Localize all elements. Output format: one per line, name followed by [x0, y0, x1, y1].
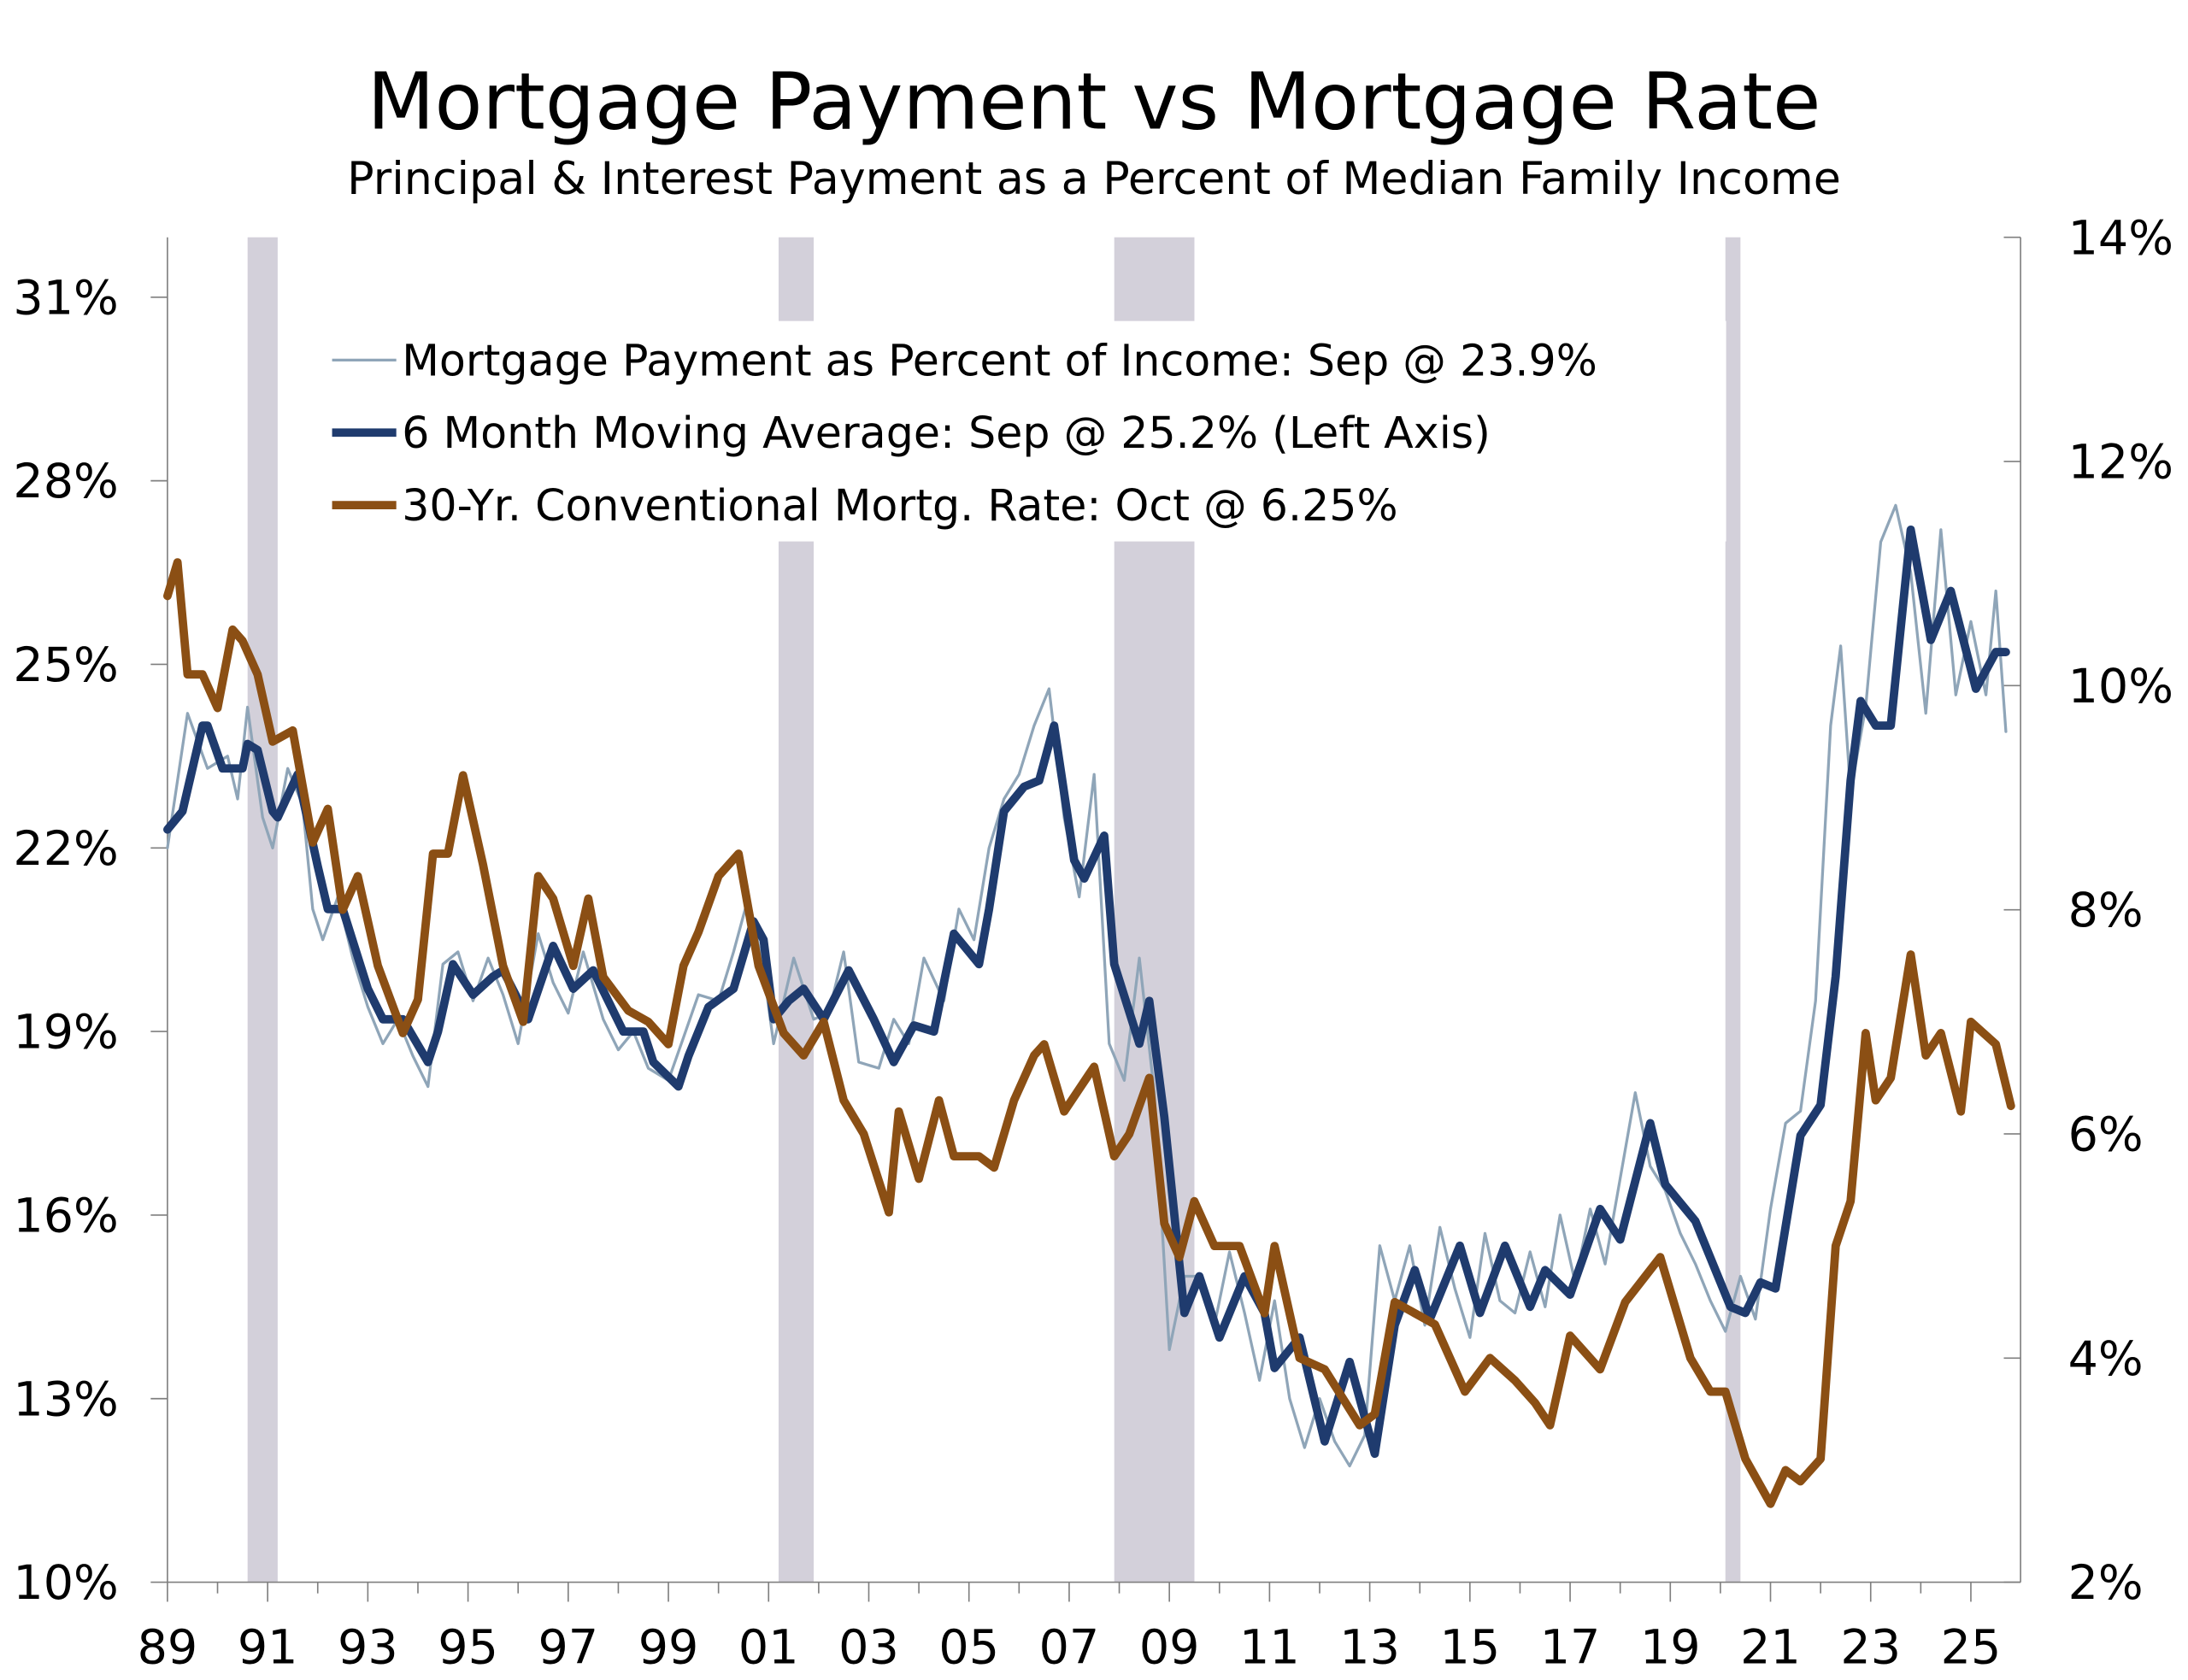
x-tick-label: 21 — [1740, 1619, 1801, 1675]
payment-percent-line — [166, 503, 2008, 1468]
chart-subtitle: Principal & Interest Payment as a Percen… — [347, 154, 1841, 205]
right-tick-label: 12% — [2068, 435, 2173, 490]
left-tick-label: 10% — [13, 1555, 118, 1611]
chart-title: Mortgage Payment vs Mortgage Rate — [368, 56, 1821, 147]
x-tick-label: 01 — [738, 1619, 799, 1675]
right-tick-label: 10% — [2068, 659, 2173, 714]
x-tick-label: 97 — [538, 1619, 599, 1675]
right-tick-label: 4% — [2068, 1331, 2144, 1387]
left-tick-label: 19% — [13, 1005, 118, 1060]
x-tick-label: 05 — [938, 1619, 999, 1675]
x-tick-label: 17 — [1540, 1619, 1601, 1675]
left-tick-label: 16% — [13, 1189, 118, 1244]
legend: Mortgage Payment as Percent of Income: S… — [332, 335, 1597, 531]
legend-label-moving-average: 6 Month Moving Average: Sep @ 25.2% (Lef… — [402, 408, 1491, 458]
x-tick-label: 07 — [1039, 1619, 1100, 1675]
right-tick-label: 6% — [2068, 1107, 2144, 1163]
right-tick-label: 14% — [2068, 210, 2173, 266]
moving-average-line — [163, 526, 2010, 1459]
x-tick-label: 19 — [1640, 1619, 1701, 1675]
left-tick-label: 22% — [13, 821, 118, 877]
series-lines — [163, 503, 2015, 1508]
x-tick-label: 15 — [1440, 1619, 1501, 1675]
right-tick-label: 8% — [2068, 883, 2144, 938]
x-tick-label: 09 — [1139, 1619, 1200, 1675]
x-tick-label: 95 — [438, 1619, 498, 1675]
x-tick-label: 25 — [1941, 1619, 2002, 1675]
x-tick-label: 89 — [138, 1619, 198, 1675]
left-tick-label: 13% — [13, 1372, 118, 1427]
recession-band — [247, 237, 278, 1583]
mortgage-rate-line — [163, 558, 2015, 1508]
x-tick-label: 91 — [238, 1619, 298, 1675]
right-tick-label: 2% — [2068, 1555, 2144, 1611]
x-tick-label: 13 — [1339, 1619, 1400, 1675]
legend-background — [314, 320, 1726, 542]
recession-band — [1725, 237, 1741, 1583]
x-tick-label: 23 — [1840, 1619, 1901, 1675]
x-tick-label: 99 — [638, 1619, 699, 1675]
x-tick-label: 11 — [1239, 1619, 1300, 1675]
x-tick-label: 93 — [338, 1619, 398, 1675]
left-tick-label: 25% — [13, 637, 118, 693]
axes: 10% 13% 16% 19% 22% 25% 28% 31% 2% 4% 6% 8% 10% 12% 14… — [13, 210, 2173, 1675]
legend-label-payment: Mortgage Payment as Percent of Income: S… — [402, 335, 1597, 385]
x-tick-label: 03 — [838, 1619, 899, 1675]
left-tick-label: 31% — [13, 270, 118, 326]
legend-label-rate: 30-Yr. Conventional Mortg. Rate: Oct @ 6… — [402, 480, 1397, 531]
left-tick-label: 28% — [13, 454, 118, 509]
